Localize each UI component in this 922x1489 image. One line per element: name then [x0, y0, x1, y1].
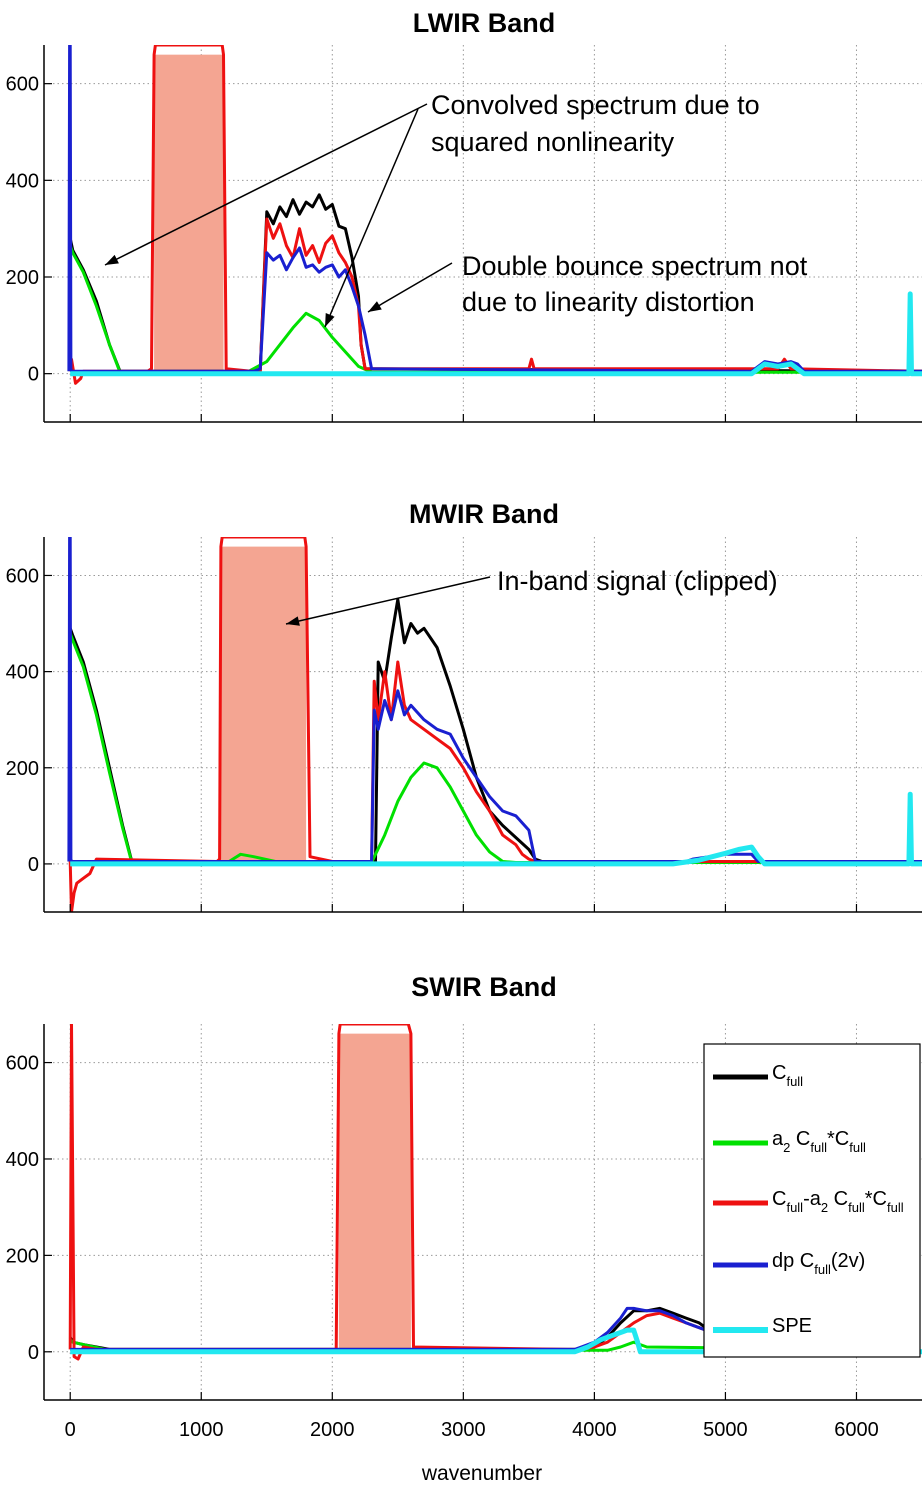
- panel-1: MWIR Band 0 200 400 600 In-band signal (clipp…: [6, 499, 922, 913]
- clipped-band-fill: [338, 1033, 411, 1352]
- x-tick-label: 0: [65, 1419, 76, 1441]
- x-tick-label: 6000: [834, 1419, 879, 1441]
- series-line-1: [69, 1338, 726, 1352]
- clipped-band-fill: [154, 54, 224, 374]
- series-line-4: [70, 791, 922, 867]
- clipped-band-fill: [220, 546, 307, 864]
- y-tick-label: 400: [6, 662, 39, 684]
- chart-title: SWIR Band: [411, 972, 557, 1002]
- panel-0: LWIR Band 0 200 400 600 Convolved spectrum du…: [6, 8, 922, 423]
- x-tick-label: 2000: [310, 1419, 355, 1441]
- x-tick-label: 3000: [441, 1419, 486, 1441]
- annotation-arrowhead: [286, 616, 300, 626]
- legend: Cfull​ a2​ Cfull*Cfull​ Cfull-a2​ Cfull*Cf…: [703, 1043, 921, 1358]
- y-tick-label: 0: [28, 364, 39, 386]
- y-tick-label: 400: [6, 170, 39, 192]
- x-tick-label: 4000: [572, 1419, 617, 1441]
- legend-label: SPE: [772, 1315, 812, 1337]
- y-tick-label: 0: [28, 854, 39, 876]
- series-line-1: [68, 632, 922, 864]
- y-tick-label: 0: [28, 1342, 39, 1364]
- x-tick-label: 1000: [179, 1419, 224, 1441]
- annotation-arrowhead: [325, 313, 335, 327]
- chart-title: MWIR Band: [409, 499, 559, 529]
- y-tick-label: 600: [6, 565, 39, 587]
- series-line-3: [67, 537, 922, 863]
- annotation-arrow: [367, 262, 453, 313]
- y-tick-label: 600: [6, 1053, 39, 1075]
- annotation-double-bounce: Double bounce spectrum not due to lineari…: [462, 251, 808, 317]
- x-tick-label: 5000: [703, 1419, 748, 1441]
- legend-label: Cfull-a2​ Cfull*Cfull​: [772, 1188, 904, 1215]
- legend-label: Cfull​: [772, 1062, 803, 1089]
- chart-title: LWIR Band: [413, 8, 556, 38]
- annotation-convolved: Convolved spectrum due to squared nonline…: [431, 90, 760, 157]
- annotation-arrow: [324, 108, 419, 328]
- series-line-4: [70, 291, 922, 377]
- annotation-arrowhead: [368, 301, 382, 312]
- series-line-4: [70, 1327, 922, 1355]
- y-tick-label: 200: [6, 1245, 39, 1267]
- annotation-arrow: [285, 576, 491, 625]
- y-tick-label: 200: [6, 267, 39, 289]
- series-line-1: [68, 245, 922, 374]
- y-tick-label: 200: [6, 758, 39, 780]
- annotation-in-band: In-band signal (clipped): [497, 566, 778, 596]
- legend-label: a2​ Cfull*Cfull​: [772, 1128, 866, 1155]
- annotation-arrow: [104, 103, 428, 266]
- y-tick-label: 600: [6, 74, 39, 96]
- y-tick-label: 400: [6, 1149, 39, 1171]
- annotation-arrowhead: [105, 254, 119, 265]
- legend-label: dp Cfull(2v): [772, 1250, 865, 1277]
- x-axis-label: wavenumber: [421, 1462, 542, 1485]
